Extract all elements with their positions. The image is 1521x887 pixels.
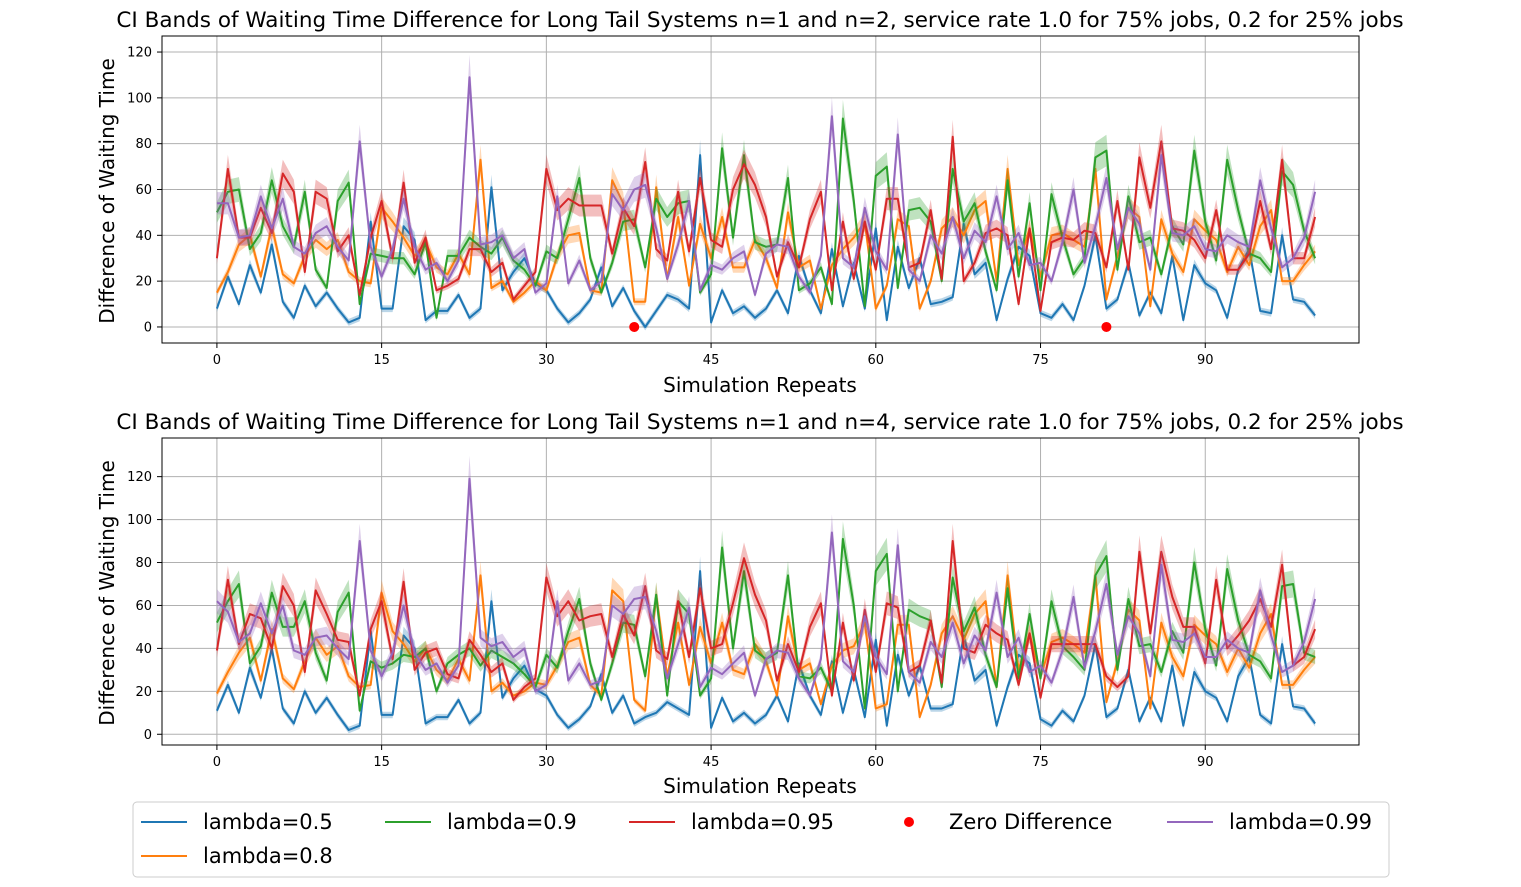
x-tick-label: 75 bbox=[1032, 353, 1049, 368]
grid bbox=[162, 36, 1359, 343]
x-tick-label: 45 bbox=[703, 755, 720, 770]
y-axis-label: Difference of Waiting Time bbox=[95, 460, 119, 725]
x-tick-label: 30 bbox=[538, 755, 555, 770]
legend-item-lambda-0-5: lambda=0.5 bbox=[141, 810, 333, 834]
legend-label: lambda=0.9 bbox=[447, 810, 577, 834]
x-tick-label: 15 bbox=[373, 353, 390, 368]
y-tick-label: 0 bbox=[144, 320, 152, 335]
y-tick-label: 40 bbox=[135, 642, 152, 657]
y-tick-label: 60 bbox=[135, 599, 152, 614]
axes-frame bbox=[161, 437, 1360, 746]
series-line bbox=[215, 570, 1316, 731]
series-line bbox=[215, 154, 1316, 328]
x-tick-label: 60 bbox=[868, 755, 885, 770]
series-lambda=0.5 bbox=[215, 139, 1316, 331]
plot-area bbox=[215, 54, 1317, 331]
x-tick-label: 30 bbox=[538, 353, 555, 368]
legend-label: lambda=0.5 bbox=[203, 810, 333, 834]
series-lambda=0.95 bbox=[215, 523, 1317, 704]
x-tick-label: 0 bbox=[213, 353, 221, 368]
y-axis-label: Difference of Waiting Time bbox=[95, 58, 119, 323]
series-line bbox=[215, 135, 1317, 312]
legend-item-lambda-0-95: lambda=0.95 bbox=[629, 810, 834, 834]
y-tick-label: 60 bbox=[135, 183, 152, 198]
series-line bbox=[216, 76, 1317, 296]
legend-item-lambda-0-9: lambda=0.9 bbox=[385, 810, 577, 834]
y-tick-label: 0 bbox=[144, 728, 152, 743]
legend-item-zero-difference: Zero Difference bbox=[904, 810, 1112, 834]
legend-label: lambda=0.99 bbox=[1229, 810, 1372, 834]
chart-panel-bottom: CI Bands of Waiting Time Difference for … bbox=[95, 410, 1404, 798]
series-lambda=0.5 bbox=[215, 556, 1316, 734]
legend: lambda=0.5 lambda=0.8 lambda=0.9 lambda=… bbox=[132, 801, 1390, 878]
series-line bbox=[216, 477, 1317, 697]
x-tick-label: 0 bbox=[213, 755, 221, 770]
x-axis-label: Simulation Repeats bbox=[663, 373, 857, 397]
legend-item-lambda-0-99: lambda=0.99 bbox=[1167, 810, 1372, 834]
legend-label: lambda=0.95 bbox=[691, 810, 834, 834]
x-tick-label: 45 bbox=[703, 353, 720, 368]
chart-title: CI Bands of Waiting Time Difference for … bbox=[116, 8, 1403, 33]
zero-difference-point bbox=[1101, 321, 1112, 332]
legend-item-lambda-0-8: lambda=0.8 bbox=[141, 844, 333, 868]
zero-difference-point bbox=[629, 321, 640, 332]
x-axis-label: Simulation Repeats bbox=[663, 774, 857, 798]
y-tick-label: 120 bbox=[127, 470, 152, 485]
x-tick-label: 90 bbox=[1197, 755, 1214, 770]
legend-label: lambda=0.8 bbox=[203, 844, 333, 868]
series-lambda=0.99 bbox=[216, 54, 1317, 299]
x-tick-label: 90 bbox=[1197, 353, 1214, 368]
chart-title: CI Bands of Waiting Time Difference for … bbox=[116, 410, 1403, 435]
plot-area bbox=[215, 455, 1317, 734]
y-tick-label: 20 bbox=[135, 685, 152, 700]
y-tick-label: 40 bbox=[135, 229, 152, 244]
series-lambda=0.99 bbox=[216, 455, 1317, 700]
grid bbox=[162, 438, 1359, 745]
series-lambda=0.95 bbox=[215, 119, 1317, 315]
legend-label: Zero Difference bbox=[949, 810, 1112, 834]
y-tick-label: 80 bbox=[135, 556, 152, 571]
y-tick-label: 20 bbox=[135, 275, 152, 290]
y-tick-label: 100 bbox=[127, 91, 152, 106]
x-tick-label: 15 bbox=[373, 755, 390, 770]
chart-panel-top: CI Bands of Waiting Time Difference for … bbox=[95, 8, 1404, 397]
legend-frame bbox=[132, 801, 1390, 878]
y-tick-label: 100 bbox=[127, 513, 152, 528]
x-tick-label: 75 bbox=[1032, 755, 1049, 770]
series-line bbox=[215, 540, 1317, 701]
ci-band bbox=[216, 561, 1316, 721]
x-tick-label: 60 bbox=[868, 353, 885, 368]
ci-band bbox=[216, 523, 1316, 704]
legend-swatch bbox=[904, 817, 914, 827]
y-tick-label: 80 bbox=[135, 137, 152, 152]
y-tick-label: 120 bbox=[127, 46, 152, 61]
ci-band bbox=[216, 54, 1316, 299]
